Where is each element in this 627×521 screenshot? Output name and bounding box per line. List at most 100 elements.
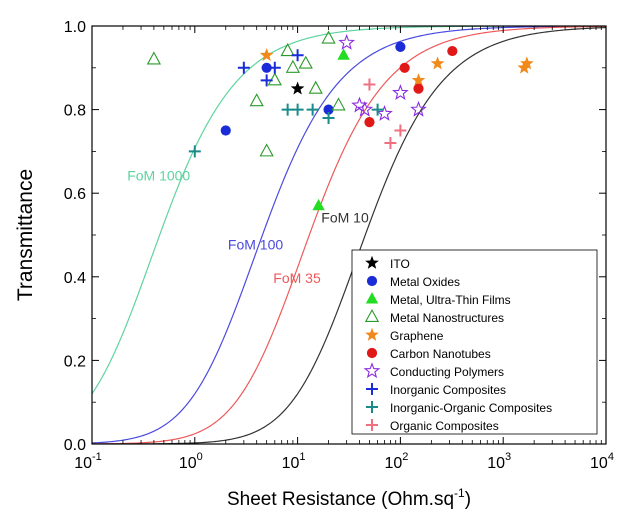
fom-curve xyxy=(92,26,606,444)
data-point xyxy=(331,97,346,111)
data-point xyxy=(337,48,350,60)
x-axis-label-sup: -1 xyxy=(454,486,465,500)
y-axis: 0.0 0.2 0.4 0.6 0.8 1.0 xyxy=(64,19,606,454)
x-axis-label-main: Sheet Resistance (Ohm.sq xyxy=(227,489,454,510)
legend-label: Inorganic-Organic Composites xyxy=(390,401,552,415)
data-point xyxy=(237,61,250,74)
legend-label: Metal Nanostructures xyxy=(390,311,504,325)
data-point xyxy=(285,59,301,73)
legend-label: Inorganic Composites xyxy=(390,383,506,397)
y-tick-label: 1.0 xyxy=(64,19,86,36)
legend-label: Metal, Ultra-Thin Films xyxy=(390,293,511,307)
x-tick-exp: 3 xyxy=(505,451,511,463)
data-point xyxy=(298,55,313,69)
data-point xyxy=(338,33,355,50)
x-tick-base: 10 xyxy=(74,455,92,472)
y-tick-label: 0.0 xyxy=(64,437,86,454)
y-tick-label: 0.4 xyxy=(64,270,86,287)
data-point xyxy=(259,48,274,62)
x-tick-base: 10 xyxy=(282,455,300,472)
legend-marker xyxy=(363,362,381,379)
x-tick-label: 101 xyxy=(282,451,306,472)
data-point xyxy=(146,51,162,65)
data-point xyxy=(260,74,273,87)
data-point xyxy=(356,100,374,117)
data-point xyxy=(371,103,384,116)
data-point xyxy=(399,62,410,73)
data-point xyxy=(392,84,409,100)
data-point xyxy=(363,78,376,91)
data-point xyxy=(291,103,304,116)
data-point xyxy=(410,100,427,117)
legend-label: Graphene xyxy=(390,329,444,343)
y-tick-label: 0.6 xyxy=(64,186,86,203)
data-point xyxy=(220,125,231,136)
x-tick-exp: 4 xyxy=(608,451,614,463)
legend-marker xyxy=(366,401,378,413)
data-point xyxy=(291,49,304,62)
data-point xyxy=(261,62,272,73)
legend-marker xyxy=(366,419,378,431)
x-tick-label: 10-1 xyxy=(74,451,102,472)
x-tick-exp: 0 xyxy=(197,451,203,463)
fom-curve-label: FoM 35 xyxy=(273,270,321,286)
data-point xyxy=(384,137,397,150)
legend-marker xyxy=(365,255,379,269)
x-tick-base: 10 xyxy=(179,455,197,472)
x-tick-label: 103 xyxy=(487,451,511,472)
data-point xyxy=(249,93,264,107)
x-tick-base: 10 xyxy=(487,455,505,472)
data-points xyxy=(146,30,534,211)
data-point xyxy=(321,30,336,44)
x-tick-exp: 1 xyxy=(299,451,305,463)
legend-label: Organic Composites xyxy=(390,419,499,433)
data-point xyxy=(188,145,201,158)
data-point xyxy=(306,103,319,116)
legend: ITO Metal Oxides Metal, Ultra-Thin Films Me… xyxy=(351,249,598,435)
legend-marker xyxy=(365,327,379,341)
legend-marker xyxy=(366,347,378,359)
x-tick-base: 10 xyxy=(590,455,608,472)
data-point xyxy=(520,56,534,70)
legend-box xyxy=(351,249,598,435)
legend-marker xyxy=(366,383,378,395)
fom-curve-labels: FoM 1000 FoM 100 FoM 35 FoM 10 xyxy=(127,168,369,286)
fom-curve xyxy=(92,26,606,444)
data-point xyxy=(413,83,424,94)
data-point xyxy=(308,80,323,94)
data-point xyxy=(376,105,393,121)
x-tick-label: 102 xyxy=(384,451,408,472)
legend-label: Carbon Nanotubes xyxy=(390,347,491,361)
data-point xyxy=(323,104,334,115)
legend-label: ITO xyxy=(390,257,410,271)
data-point xyxy=(447,45,458,57)
fom-curve-label: FoM 100 xyxy=(228,237,283,253)
x-axis-label-close: ) xyxy=(465,489,471,510)
legend-label: Metal Oxides xyxy=(390,275,460,289)
fom-curve-label: FoM 10 xyxy=(321,209,369,225)
y-tick-label: 0.8 xyxy=(64,103,86,120)
legend-marker xyxy=(365,292,379,304)
data-point xyxy=(259,143,274,157)
data-point xyxy=(290,81,305,95)
x-axis: 10-1 100 101 102 103 104 xyxy=(74,26,614,472)
x-axis-label: Sheet Resistance (Ohm.sq-1) xyxy=(227,486,471,510)
x-tick-base: 10 xyxy=(384,455,402,472)
data-point xyxy=(411,73,426,87)
legend-marker xyxy=(364,308,380,323)
data-point xyxy=(394,124,407,137)
data-point xyxy=(322,111,335,124)
data-point xyxy=(364,117,375,128)
x-tick-label: 104 xyxy=(590,451,614,472)
data-point xyxy=(268,61,281,74)
data-point xyxy=(280,43,295,57)
x-tick-exp: -1 xyxy=(92,451,102,463)
legend-label: Conducting Polymers xyxy=(390,365,504,379)
data-point xyxy=(267,72,282,86)
data-point xyxy=(312,198,325,211)
legend-marker xyxy=(366,275,378,287)
x-tick-exp: 2 xyxy=(402,451,408,463)
y-axis-label: Transmittance xyxy=(14,169,37,301)
data-point xyxy=(430,56,445,70)
